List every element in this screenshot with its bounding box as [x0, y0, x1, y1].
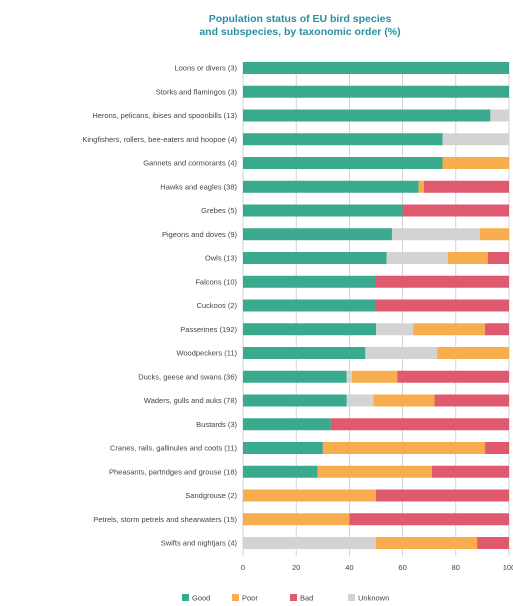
bar-good-3: [243, 133, 443, 146]
bar-good-11: [243, 323, 376, 336]
category-label: Storks and flamingos (3): [156, 87, 238, 96]
bar-bad-17: [431, 465, 509, 478]
bar-poor-12: [437, 347, 509, 359]
bars: [243, 62, 509, 549]
bar-bad-9: [376, 275, 509, 288]
bar-good-13: [243, 370, 347, 383]
bar-bad-10: [376, 299, 509, 312]
bar-bad-6: [402, 204, 509, 217]
category-label: Gannets and cormorants (4): [143, 159, 237, 168]
bar-good-5: [243, 180, 419, 193]
bar-unknown-7: [391, 228, 480, 241]
bar-poor-16: [322, 442, 486, 454]
bar-good-6: [243, 204, 403, 217]
bar-unknown-8: [386, 252, 448, 264]
category-label: Loons or divers (3): [174, 64, 237, 73]
bar-bad-13: [397, 370, 509, 383]
bar-good-0: [243, 62, 509, 74]
bar-good-7: [243, 228, 392, 241]
category-label: Swifts and nightjars (4): [161, 539, 238, 548]
category-label: Pigeons and doves (9): [162, 230, 238, 239]
bar-bad-19: [349, 513, 509, 526]
category-label: Falcons (10): [195, 277, 237, 286]
bar-poor-11: [413, 323, 486, 336]
category-label: Sandgrouse (2): [185, 491, 237, 500]
bar-good-8: [243, 252, 387, 264]
category-label: Cranes, rails, gallinules and coots (11): [110, 444, 238, 453]
bar-poor-13: [352, 370, 398, 383]
bar-bad-20: [477, 537, 509, 549]
legend-label-unknown: Unknown: [358, 594, 389, 603]
x-tick-labels: 0 20 40 60 80 100: [241, 563, 513, 572]
category-label: Kingfishers, rollers, bee-eaters and hoo…: [82, 135, 237, 144]
legend-label-poor: Poor: [242, 594, 258, 603]
bar-bad-16: [485, 442, 509, 454]
bar-good-4: [243, 157, 443, 169]
legend-swatch-poor: [232, 594, 239, 601]
category-label: Bustards (3): [196, 420, 237, 429]
bar-good-9: [243, 275, 376, 288]
bar-good-15: [243, 418, 331, 431]
x-tick-label: 40: [345, 563, 353, 572]
category-labels: Loons or divers (3) Storks and flamingos …: [82, 64, 237, 548]
bar-bad-18: [376, 489, 509, 502]
category-label: Petrels, storm petrels and shearwaters (…: [93, 515, 237, 524]
bar-good-16: [243, 442, 323, 454]
category-label: Waders, gulls and auks (78): [144, 396, 238, 405]
bar-poor-5: [418, 180, 424, 193]
bar-good-10: [243, 299, 376, 312]
category-label: Cuckoos (2): [197, 301, 238, 310]
bar-good-14: [243, 394, 347, 407]
bar-good-17: [243, 465, 318, 478]
legend-label-bad: Bad: [300, 594, 313, 603]
category-label: Passerines (192): [180, 325, 237, 334]
bar-poor-14: [373, 394, 435, 407]
bar-bad-14: [434, 394, 509, 407]
category-label: Woodpeckers (11): [176, 349, 237, 358]
bar-good-2: [243, 109, 491, 122]
bar-unknown-13: [346, 370, 353, 383]
bar-unknown-20: [243, 537, 376, 549]
x-tick-label: 60: [398, 563, 406, 572]
bar-good-12: [243, 347, 366, 359]
x-tick-label: 0: [241, 563, 245, 572]
bar-unknown-3: [442, 133, 509, 146]
bar-unknown-11: [376, 323, 414, 336]
bar-good-1: [243, 85, 509, 98]
legend-label-good: Good: [192, 594, 210, 603]
bar-unknown-12: [365, 347, 438, 359]
bar-poor-20: [376, 537, 478, 549]
legend-swatch-good: [182, 594, 189, 601]
x-tick-label: 80: [452, 563, 460, 572]
x-tick-label: 100: [503, 563, 513, 572]
chart-subtitle: and subspecies, by taxonomic order (%): [199, 26, 400, 38]
chart-title: Population status of EU bird species: [209, 13, 392, 25]
bar-poor-18: [243, 489, 376, 502]
bar-unknown-14: [346, 394, 374, 407]
bar-poor-7: [479, 228, 509, 241]
bar-poor-8: [447, 252, 488, 264]
category-label: Herons, pelicans, ibises and spoonbills …: [92, 111, 237, 120]
category-label: Ducks, geese and swans (36): [138, 372, 237, 381]
bar-bad-11: [485, 323, 509, 336]
category-label: Pheasants, partridges and grouse (18): [109, 467, 237, 476]
bar-bad-5: [423, 180, 509, 193]
legend-swatch-unknown: [348, 594, 355, 601]
bar-bad-15: [330, 418, 509, 431]
legend-swatch-bad: [290, 594, 297, 601]
x-tick-label: 20: [292, 563, 300, 572]
category-label: Hawks and eagles (38): [160, 182, 237, 191]
bar-unknown-2: [490, 109, 509, 122]
legend: Good Poor Bad Unknown: [182, 594, 389, 603]
category-label: Owls (13): [205, 254, 238, 263]
bar-poor-19: [243, 513, 350, 526]
bar-bad-8: [487, 252, 509, 264]
bar-poor-17: [317, 465, 432, 478]
category-label: Grebes (5): [201, 206, 237, 215]
bar-poor-4: [442, 157, 509, 169]
